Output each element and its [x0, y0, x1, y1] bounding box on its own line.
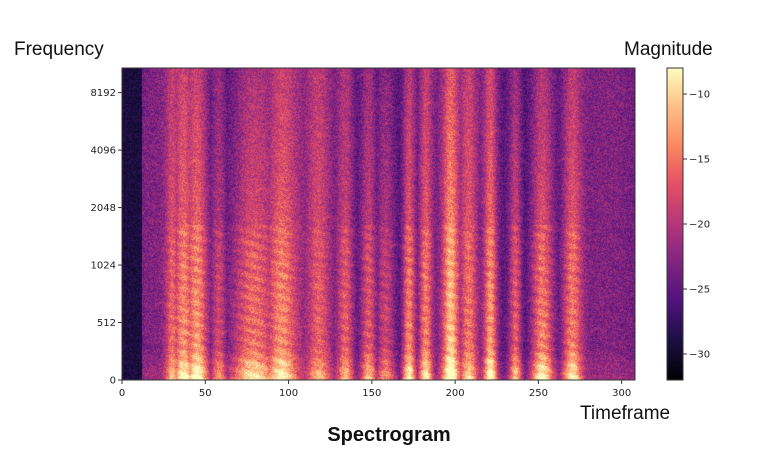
x-axis-ticks: 0 50 100 150 200 250 300	[119, 380, 631, 399]
spectrogram-image	[122, 68, 635, 380]
x-tick-label: 200	[446, 388, 465, 399]
chart-caption: Spectrogram	[327, 424, 451, 446]
x-tick-label: 100	[279, 388, 298, 399]
colorbar-tick-label: −15	[689, 155, 710, 166]
colorbar-tick-label: −30	[689, 350, 710, 361]
colorbar	[666, 67, 684, 381]
x-tick-label: 0	[119, 388, 125, 399]
colorbar-label: Magnitude	[624, 39, 713, 60]
plot-frame	[121, 67, 636, 381]
y-tick-label: 512	[97, 318, 116, 329]
x-tick-label: 150	[362, 388, 381, 399]
y-tick-label: 0	[110, 376, 116, 387]
x-tick-label: 250	[529, 388, 548, 399]
y-axis-ticks: 0 512 1024 2048 4096 8192	[91, 88, 122, 387]
colorbar-tick-label: −10	[689, 90, 710, 101]
y-tick-label: 2048	[91, 203, 116, 214]
x-tick-label: 50	[199, 388, 212, 399]
y-tick-label: 8192	[91, 88, 116, 99]
y-tick-label: 1024	[91, 261, 116, 272]
x-axis-label: Timeframe	[580, 403, 671, 424]
y-axis-label: Frequency	[14, 39, 104, 60]
y-tick-label: 4096	[91, 146, 116, 157]
colorbar-ticks: −10 −15 −20 −25 −30	[683, 90, 710, 361]
colorbar-tick-label: −20	[689, 220, 710, 231]
colorbar-tick-label: −25	[689, 285, 710, 296]
x-tick-label: 300	[612, 388, 631, 399]
